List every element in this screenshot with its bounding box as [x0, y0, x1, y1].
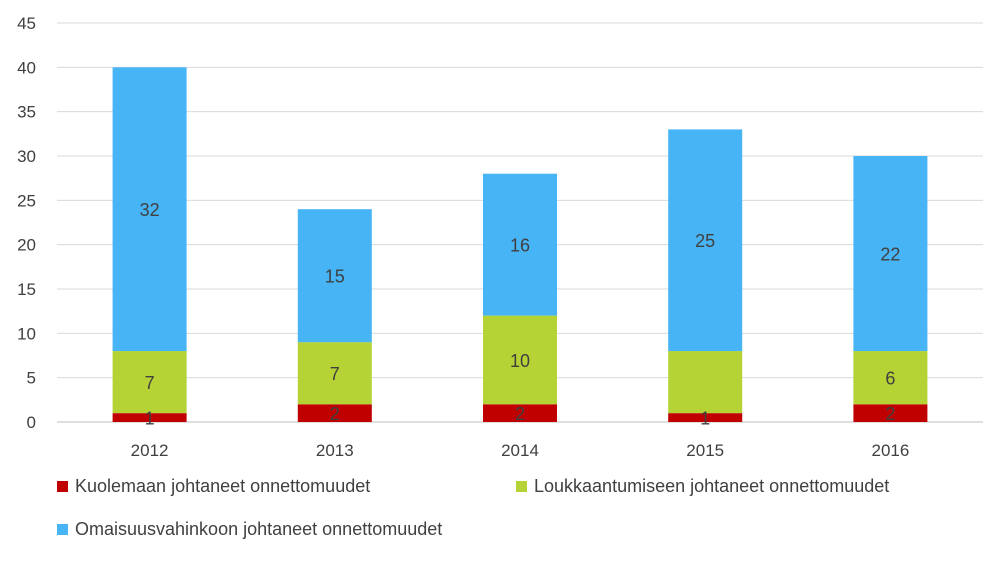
bar-segment [483, 404, 557, 422]
bar-segment [853, 351, 928, 405]
y-tick-label: 25 [17, 191, 36, 210]
y-tick-label: 20 [17, 236, 36, 255]
bar-segment [112, 67, 187, 352]
bar-segment [853, 156, 928, 352]
x-tick-label: 2015 [686, 441, 724, 460]
bar-segment [112, 413, 187, 422]
bar-segment [483, 315, 557, 405]
data-label: 32 [140, 200, 160, 220]
y-tick-label: 35 [17, 103, 36, 122]
data-label: 6 [885, 369, 895, 389]
data-label: 7 [330, 364, 340, 384]
x-tick-label: 2016 [871, 441, 909, 460]
data-label: 7 [145, 373, 155, 393]
data-label: 16 [510, 236, 530, 256]
x-tick-label: 2014 [501, 441, 539, 460]
x-tick-label: 2013 [316, 441, 354, 460]
x-axis-tick-labels: 2012 2013 2014 2015 2016 [131, 441, 910, 460]
bar-segment [297, 404, 372, 422]
data-label: 15 [325, 267, 345, 287]
y-tick-label: 45 [17, 14, 36, 33]
x-tick-label: 2012 [131, 441, 169, 460]
y-tick-label: 15 [17, 280, 36, 299]
y-tick-label: 5 [27, 369, 36, 388]
bar-segment [483, 173, 557, 316]
bar-segment [668, 351, 743, 414]
y-tick-label: 40 [17, 58, 36, 77]
bar-segment [112, 351, 187, 414]
y-tick-label: 10 [17, 324, 36, 343]
data-label: 2 [885, 404, 895, 424]
data-label: 10 [510, 351, 530, 371]
data-label: 2 [330, 404, 340, 424]
y-axis-tick-labels: 0 5 10 15 20 25 30 35 40 45 [17, 14, 36, 432]
y-tick-label: 0 [27, 413, 36, 432]
data-label: 1 [145, 409, 155, 429]
bar-segment [297, 342, 372, 405]
y-tick-label: 30 [17, 147, 36, 166]
data-label: 25 [695, 231, 715, 251]
bar-segment [668, 413, 743, 422]
data-label: 2 [515, 404, 525, 424]
data-label: 1 [700, 409, 710, 429]
bar-segment [668, 129, 743, 352]
bars [112, 67, 928, 422]
data-labels: 1 7 32 2 7 15 2 10 16 1 25 2 6 22 [140, 200, 901, 428]
bar-segment [297, 209, 372, 343]
bar-segment [853, 404, 928, 422]
data-label: 22 [880, 245, 900, 265]
